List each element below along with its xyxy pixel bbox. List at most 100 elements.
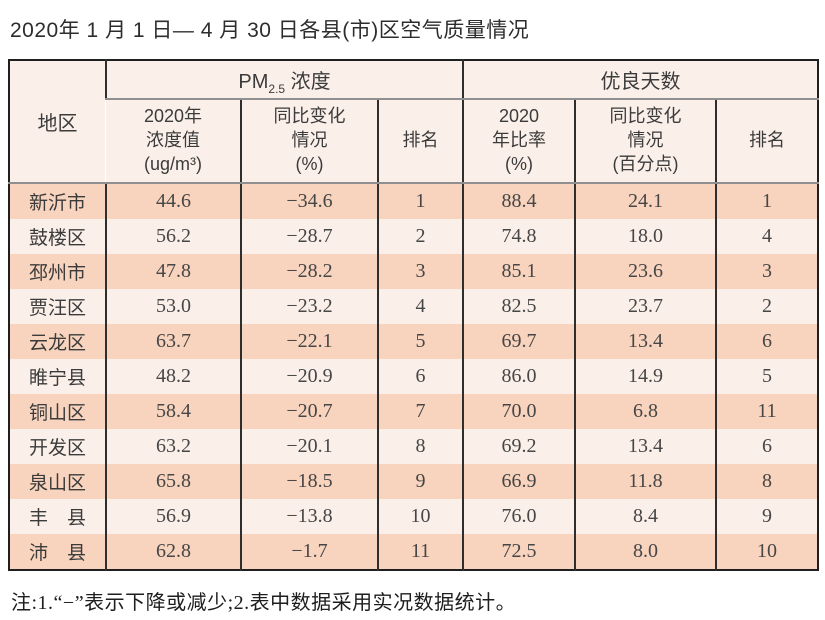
days-rank-cell: 9 — [715, 499, 819, 534]
days-rank-cell: 4 — [715, 219, 819, 254]
region-cell: 云龙区 — [28, 333, 86, 354]
table-header: 地区 PM2.5 浓度 优良天数 2020年 浓度值 (ug/m³) 同比变化 … — [9, 60, 819, 184]
table-row: 开发区 63.2 −20.1 8 69.2 13.4 6 — [9, 429, 819, 464]
col-header-days-rank: 排名 — [715, 99, 819, 184]
days-ratio-cell: 82.5 — [462, 289, 576, 324]
days-ratio-cell: 85.1 — [462, 254, 576, 289]
pm-change-cell: −1.7 — [240, 534, 378, 570]
days-change-cell: 6.8 — [574, 394, 717, 429]
page-title: 2020年 1 月 1 日— 4 月 30 日各县(市)区空气质量情况 — [10, 19, 530, 42]
days-ratio-cell: 76.0 — [462, 499, 576, 534]
pm-value-cell: 63.7 — [105, 324, 241, 359]
pm-value-cell: 56.2 — [105, 219, 241, 254]
days-rank-cell: 10 — [715, 534, 819, 570]
col-header-days-ratio: 2020 年比率 (%) — [462, 99, 576, 184]
days-ratio-cell: 86.0 — [462, 359, 576, 394]
days-rank-cell: 5 — [715, 359, 819, 394]
region-cell: 泉山区 — [28, 473, 86, 494]
col-header-region: 地区 — [9, 60, 106, 184]
col-header-pm-value: 2020年 浓度值 (ug/m³) — [106, 99, 241, 184]
pm-value-cell: 44.6 — [105, 183, 241, 219]
pm-rank-cell: 4 — [376, 289, 464, 324]
region-cell: 贾汪区 — [28, 298, 86, 319]
pm-value-cell: 65.8 — [105, 464, 241, 499]
pm-rank-cell: 3 — [376, 254, 464, 289]
table-row: 睢宁县 48.2 −20.9 6 86.0 14.9 5 — [9, 359, 819, 394]
pm25-label-prefix: PM — [238, 71, 269, 93]
table-body: 新沂市 44.6 −34.6 1 88.4 24.1 1 鼓楼区 56.2 −28.7 2 74.8 1… — [9, 183, 819, 570]
table-row: 贾汪区 53.0 −23.2 4 82.5 23.7 2 — [9, 289, 819, 324]
table-row: 铜山区 58.4 −20.7 7 70.0 6.8 11 — [9, 394, 819, 429]
days-ratio-cell: 66.9 — [462, 464, 576, 499]
table-row: 丰 县 56.9 −13.8 10 76.0 8.4 9 — [9, 499, 819, 534]
days-rank-cell: 8 — [715, 464, 819, 499]
region-cell: 睢宁县 — [28, 368, 86, 389]
days-ratio-cell: 69.7 — [462, 324, 576, 359]
pm-change-cell: −23.2 — [240, 289, 378, 324]
pm-change-cell: −13.8 — [240, 499, 378, 534]
pm-value-cell: 53.0 — [105, 289, 241, 324]
pm-change-cell: −34.6 — [240, 183, 378, 219]
days-change-cell: 24.1 — [574, 183, 717, 219]
pm-value-cell: 62.8 — [105, 534, 241, 570]
region-cell: 沛 县 — [28, 543, 86, 564]
region-cell: 丰 县 — [28, 508, 86, 529]
footnote: 注:1.“−”表示下降或减少;2.表中数据采用实况数据统计。 — [11, 592, 517, 614]
days-ratio-cell: 70.0 — [462, 394, 576, 429]
col-group-pm25: PM2.5 浓度 — [104, 60, 464, 100]
header-group-row: 地区 PM2.5 浓度 优良天数 — [9, 60, 819, 184]
days-ratio-cell: 69.2 — [462, 429, 576, 464]
days-change-cell: 23.6 — [574, 254, 717, 289]
region-cell: 新沂市 — [28, 193, 86, 214]
col-header-pm-rank: 排名 — [376, 99, 464, 184]
pm-value-cell: 47.8 — [105, 254, 241, 289]
pm-value-cell: 63.2 — [105, 429, 241, 464]
days-change-cell: 13.4 — [574, 429, 717, 464]
table-row: 泉山区 65.8 −18.5 9 66.9 11.8 8 — [9, 464, 819, 499]
col-header-days-change: 同比变化 情况 (百分点) — [574, 99, 717, 184]
days-rank-cell: 6 — [715, 429, 819, 464]
pm-change-cell: −28.2 — [240, 254, 378, 289]
pm-change-cell: −20.1 — [240, 429, 378, 464]
region-cell: 开发区 — [28, 438, 86, 459]
days-ratio-cell: 74.8 — [462, 219, 576, 254]
pm-rank-cell: 11 — [376, 534, 464, 570]
table-row: 鼓楼区 56.2 −28.7 2 74.8 18.0 4 — [9, 219, 819, 254]
days-rank-cell: 1 — [715, 183, 819, 219]
table-row: 云龙区 63.7 −22.1 5 69.7 13.4 6 — [9, 324, 819, 359]
col-group-good-days: 优良天数 — [462, 60, 819, 100]
region-cell: 鼓楼区 — [28, 228, 86, 249]
table-row: 新沂市 44.6 −34.6 1 88.4 24.1 1 — [9, 183, 819, 219]
pm-rank-cell: 7 — [376, 394, 464, 429]
days-ratio-cell: 72.5 — [462, 534, 576, 570]
air-quality-table: 地区 PM2.5 浓度 优良天数 2020年 浓度值 (ug/m³) 同比变化 … — [8, 59, 820, 571]
pm-change-cell: −20.9 — [240, 359, 378, 394]
days-rank-cell: 11 — [715, 394, 819, 429]
pm-rank-cell: 5 — [376, 324, 464, 359]
days-rank-cell: 6 — [715, 324, 819, 359]
pm-rank-cell: 2 — [376, 219, 464, 254]
days-change-cell: 14.9 — [574, 359, 717, 394]
pm-change-cell: −28.7 — [240, 219, 378, 254]
days-change-cell: 8.0 — [574, 534, 717, 570]
pm-rank-cell: 6 — [376, 359, 464, 394]
days-change-cell: 23.7 — [574, 289, 717, 324]
table-row: 邳州市 47.8 −28.2 3 85.1 23.6 3 — [9, 254, 819, 289]
col-header-pm-change: 同比变化 情况 (%) — [240, 99, 378, 184]
days-rank-cell: 2 — [715, 289, 819, 324]
pm-change-cell: −20.7 — [240, 394, 378, 429]
pm-rank-cell: 9 — [376, 464, 464, 499]
pm-value-cell: 56.9 — [105, 499, 241, 534]
pm-value-cell: 48.2 — [105, 359, 241, 394]
pm-change-cell: −18.5 — [240, 464, 378, 499]
table-row: 沛 县 62.8 −1.7 11 72.5 8.0 10 — [9, 534, 819, 570]
pm-change-cell: −22.1 — [240, 324, 378, 359]
pm25-label-suffix: 浓度 — [285, 71, 331, 93]
region-cell: 邳州市 — [28, 263, 86, 284]
header-sub-row: 2020年 浓度值 (ug/m³) 同比变化 情况 (%) 排名 2020 年比… — [9, 99, 819, 184]
pm-rank-cell: 10 — [376, 499, 464, 534]
days-change-cell: 18.0 — [574, 219, 717, 254]
days-change-cell: 8.4 — [574, 499, 717, 534]
pm-rank-cell: 1 — [376, 183, 464, 219]
